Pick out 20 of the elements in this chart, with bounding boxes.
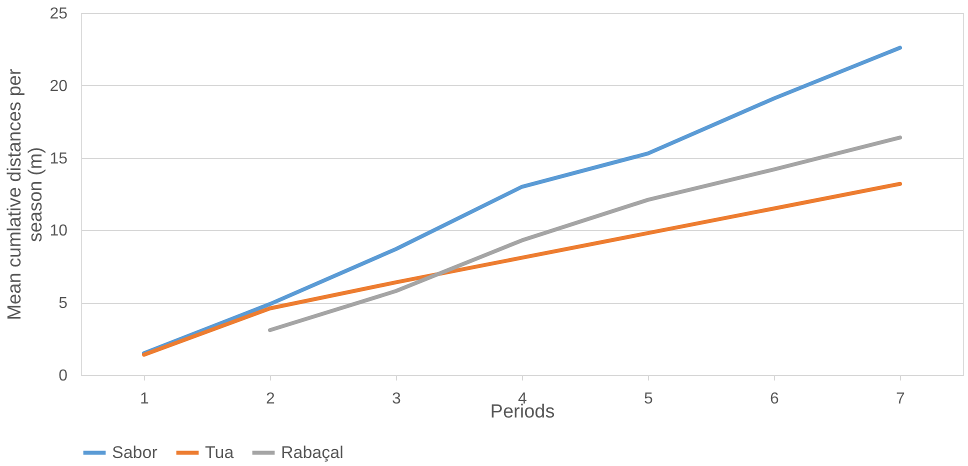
line-series (142, 182, 902, 357)
y-tick-label: 20 (50, 78, 68, 95)
x-tick-label: 7 (896, 390, 906, 408)
y-tick-label: 25 (50, 6, 68, 22)
legend-label: Rabaçal (281, 442, 344, 462)
x-tick-label: 6 (770, 390, 780, 408)
line-series (142, 46, 902, 356)
y-tick-label: 10 (50, 222, 68, 240)
y-tick-label: 0 (58, 368, 68, 384)
legend-label: Sabor (112, 442, 158, 462)
y-tick-label: 5 (58, 295, 68, 312)
x-tick-label: 2 (266, 390, 276, 408)
legend-label: Tua (205, 442, 234, 462)
y-axis-title: Mean cumlative distances per season (m) (4, 68, 47, 320)
x-tick-label: 1 (140, 390, 150, 408)
x-axis-title: Periods (490, 402, 555, 422)
line-series (268, 136, 902, 332)
x-tick-label: 3 (392, 390, 402, 408)
y-tick-label: 15 (50, 150, 68, 168)
x-tick-label: 5 (644, 390, 654, 408)
